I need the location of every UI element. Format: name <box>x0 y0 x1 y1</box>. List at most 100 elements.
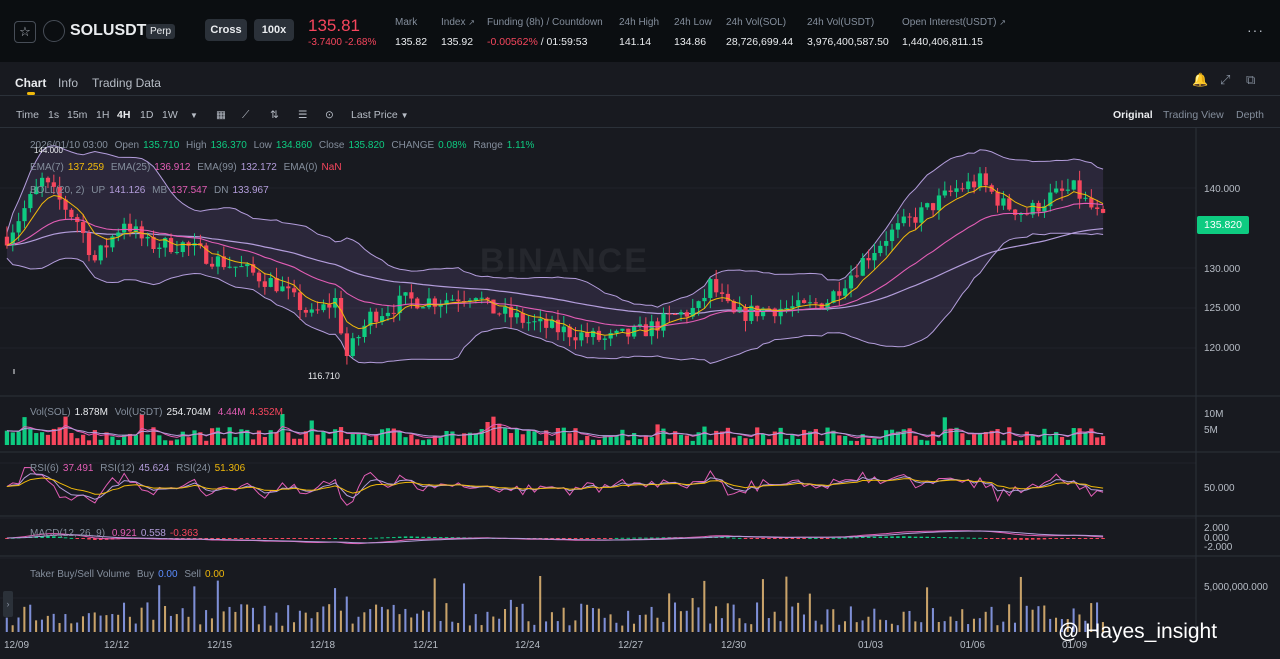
macd-bar <box>954 537 959 539</box>
compare-icon[interactable]: ⇅ <box>270 109 279 121</box>
volume-bar <box>966 440 971 445</box>
date-label: 12/24 <box>515 640 541 651</box>
taker-bar <box>421 610 424 632</box>
taker-bar <box>1096 602 1099 632</box>
taker-bar <box>615 622 618 632</box>
macd-bar <box>778 538 783 539</box>
candle-body <box>256 272 262 282</box>
taker-bar <box>632 623 636 632</box>
view-depth[interactable]: Depth <box>1236 109 1265 121</box>
candle-body <box>1013 209 1018 215</box>
alert-bell-icon[interactable]: 🔔 <box>1192 72 1209 87</box>
macd-bar <box>427 536 431 538</box>
taker-bar <box>52 613 55 632</box>
index-label[interactable]: Index ↗ <box>441 17 475 28</box>
candle-body <box>848 275 854 289</box>
interval-1h[interactable]: 1H <box>96 109 110 121</box>
collapse-arrow-icon[interactable]: › <box>3 591 13 617</box>
tab-chart[interactable]: Chart <box>15 76 47 90</box>
time-label[interactable]: Time <box>16 109 39 121</box>
macd-bar <box>409 536 414 538</box>
candle-body <box>227 266 232 268</box>
taker-bar <box>64 614 67 632</box>
volume-bar <box>866 438 871 445</box>
volume-bar <box>895 431 901 445</box>
margin-mode-button[interactable]: Cross <box>205 19 247 41</box>
candle-body <box>778 308 783 317</box>
macd-bar <box>397 536 402 538</box>
macd-bar <box>450 537 455 539</box>
taker-bar <box>861 620 864 632</box>
candle-body <box>1100 208 1106 213</box>
taker-bar <box>451 621 454 632</box>
volume-bar <box>637 439 643 445</box>
candle-body <box>790 306 795 309</box>
volume-bar <box>972 434 977 445</box>
taker-bar <box>187 616 190 632</box>
volume-bar <box>356 433 361 445</box>
mark-value: 135.82 <box>395 36 428 48</box>
candle-body <box>374 311 379 322</box>
volume-axis-label: 10M <box>1204 409 1224 420</box>
candle-body <box>983 173 988 186</box>
more-options-icon[interactable]: ··· <box>1247 22 1264 38</box>
target-icon[interactable]: ⊙ <box>325 109 334 121</box>
view-trading-view[interactable]: Trading View <box>1163 109 1224 121</box>
expand-icon[interactable]: ⤢ <box>1220 72 1231 87</box>
candle-body <box>268 278 273 287</box>
open-interest-label[interactable]: Open Interest(USDT) ↗ <box>902 17 1006 28</box>
interval-1s[interactable]: 1s <box>48 109 60 121</box>
tab-trading-data[interactable]: Trading Data <box>92 76 161 90</box>
price-axis-label: 130.000 <box>1204 264 1241 275</box>
volume-bar <box>925 440 930 445</box>
candle-body <box>878 245 883 254</box>
favorite-star-icon[interactable]: ☆ <box>14 21 36 43</box>
interval-dropdown-icon[interactable]: ▼ <box>190 111 198 120</box>
candle-body <box>1095 207 1100 209</box>
calendar-icon[interactable]: ▦ <box>216 109 226 121</box>
interval-1w[interactable]: 1W <box>162 109 178 121</box>
candle-body <box>1083 197 1088 199</box>
volume-bar <box>889 429 895 445</box>
volume-bar <box>942 417 947 445</box>
taker-bar <box>750 624 753 632</box>
candle-body <box>590 330 596 338</box>
popout-icon[interactable]: ⧉ <box>1246 72 1256 87</box>
volume-bar <box>544 430 549 445</box>
taker-bar <box>70 623 73 632</box>
macd-bar <box>75 538 80 539</box>
tab-info[interactable]: Info <box>58 76 79 90</box>
candle-body <box>596 330 602 340</box>
coin-logo-icon <box>43 20 65 42</box>
taker-bar <box>40 619 43 632</box>
interval-1d[interactable]: 1D <box>140 109 154 121</box>
view-original[interactable]: Original <box>1113 109 1153 121</box>
volume-bar <box>901 429 906 445</box>
interval-15m[interactable]: 15m <box>67 109 88 121</box>
candle-body <box>825 302 830 309</box>
taker-bar <box>972 618 975 632</box>
volume-bar <box>350 433 355 445</box>
high-24h-value: 141.14 <box>619 36 652 48</box>
macd-bar <box>749 538 754 539</box>
volume-bar <box>28 429 33 445</box>
taker-bar <box>937 621 940 632</box>
leverage-button[interactable]: 100x <box>254 19 294 41</box>
indicator-icon[interactable]: ⟋ <box>242 109 250 121</box>
volume-bar <box>16 431 21 445</box>
interval-4h[interactable]: 4H <box>117 109 131 121</box>
symbol-name[interactable]: SOLUSDT <box>70 22 147 39</box>
macd-bar <box>1048 538 1053 540</box>
settings-icon[interactable]: ☰ <box>298 109 308 121</box>
macd-bar <box>1089 538 1094 539</box>
price-type-select[interactable]: Last Price ▼ <box>351 109 409 121</box>
high-24h-label: 24h High <box>619 17 660 28</box>
macd-bar <box>1019 538 1023 540</box>
candle-body <box>614 330 619 334</box>
kline-chart[interactable] <box>0 128 1280 659</box>
candle-body <box>813 302 818 304</box>
taker-bar <box>890 623 893 632</box>
candle-body <box>10 232 15 246</box>
volume-bar <box>1071 428 1076 445</box>
macd-bar <box>186 538 191 539</box>
